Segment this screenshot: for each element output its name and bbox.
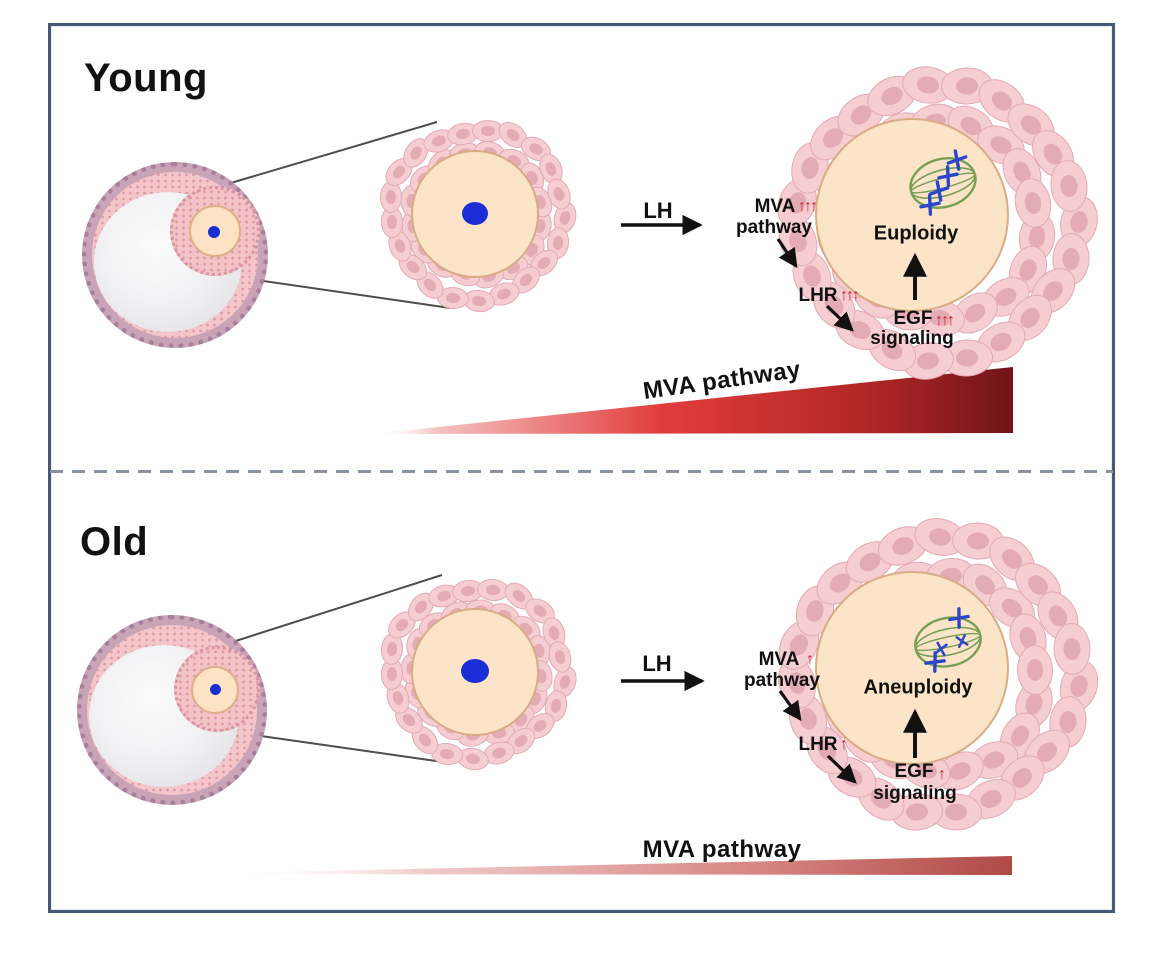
oocyte-nucleolus: [210, 684, 221, 695]
mva-gradient-triangle-old: [228, 856, 1012, 875]
mva-pathway-word: pathway: [735, 217, 813, 238]
chromosome: [946, 149, 968, 171]
oocyte-nucleolus: [461, 659, 489, 683]
cumulus-oocyte-complex-old: [372, 567, 582, 777]
mva-up-arrows: ↑: [806, 651, 814, 668]
lhr-label: LHR: [798, 285, 838, 306]
mva-label: MVA: [754, 196, 796, 217]
egf-up-arrows: ↑: [938, 766, 946, 783]
chromosome: [948, 607, 970, 629]
zoom-line: [196, 121, 438, 194]
oocyte-nucleolus: [208, 226, 220, 238]
panel-divider: [50, 470, 1113, 473]
gradient-label-old: MVA pathway: [642, 836, 802, 863]
signaling-label: signaling: [873, 783, 957, 804]
oocyte: [815, 118, 1009, 312]
meiotic-spindle: [909, 157, 977, 209]
process-arrow-mva-lhr: [778, 690, 802, 722]
cumulus-oocyte-complex-young: [372, 109, 582, 319]
mva-pathway-word: pathway: [743, 670, 821, 691]
panel-title-old: Old: [80, 520, 149, 564]
meiotic-spindle: [914, 616, 982, 668]
mva-up-arrows: ↑↑↑: [798, 198, 818, 215]
mva-gradient-triangle-young: [372, 367, 1013, 434]
ploidy-label-old: Aneuploidy: [863, 676, 973, 699]
egf-label: EGF: [893, 308, 933, 329]
lh-label: LH: [642, 651, 672, 676]
panel-title-young: Young: [84, 56, 208, 100]
egf-label: EGF: [894, 761, 934, 782]
lhr-label: LHR: [798, 734, 838, 755]
process-arrow-lhr-egf: [825, 304, 854, 332]
lhr-up-arrows: ↑↑↑: [840, 287, 860, 304]
zoom-line: [197, 574, 443, 654]
ploidy-label-young: Euploidy: [873, 222, 959, 245]
ovulated-coc-young: [770, 62, 1103, 383]
egf-up-arrows: ↑↑↑: [935, 312, 955, 329]
lhr-up-arrows: ↑: [840, 736, 848, 753]
figure-frame: [48, 23, 1115, 913]
lh-label: LH: [643, 198, 673, 223]
process-arrow-mva-lhr: [776, 238, 798, 269]
oocyte-nucleolus: [462, 202, 488, 225]
signaling-label: signaling: [870, 328, 954, 349]
process-arrow-lhr-egf: [826, 754, 857, 784]
mva-label: MVA: [758, 649, 800, 670]
